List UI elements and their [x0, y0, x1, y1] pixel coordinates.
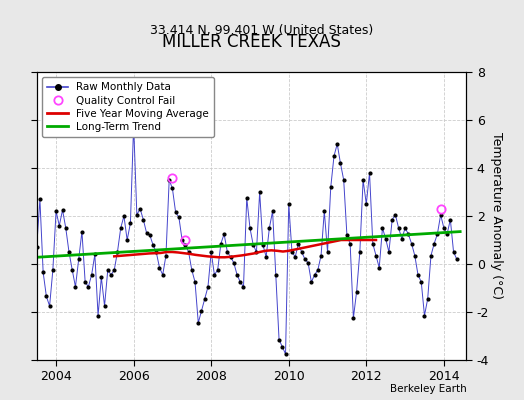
Text: 33.414 N, 99.401 W (United States): 33.414 N, 99.401 W (United States)	[150, 24, 374, 37]
Title: MILLER CREEK TEXAS: MILLER CREEK TEXAS	[162, 33, 341, 51]
Text: Berkeley Earth: Berkeley Earth	[390, 384, 466, 394]
Y-axis label: Temperature Anomaly (°C): Temperature Anomaly (°C)	[490, 132, 503, 300]
Legend: Raw Monthly Data, Quality Control Fail, Five Year Moving Average, Long-Term Tren: Raw Monthly Data, Quality Control Fail, …	[42, 77, 214, 137]
